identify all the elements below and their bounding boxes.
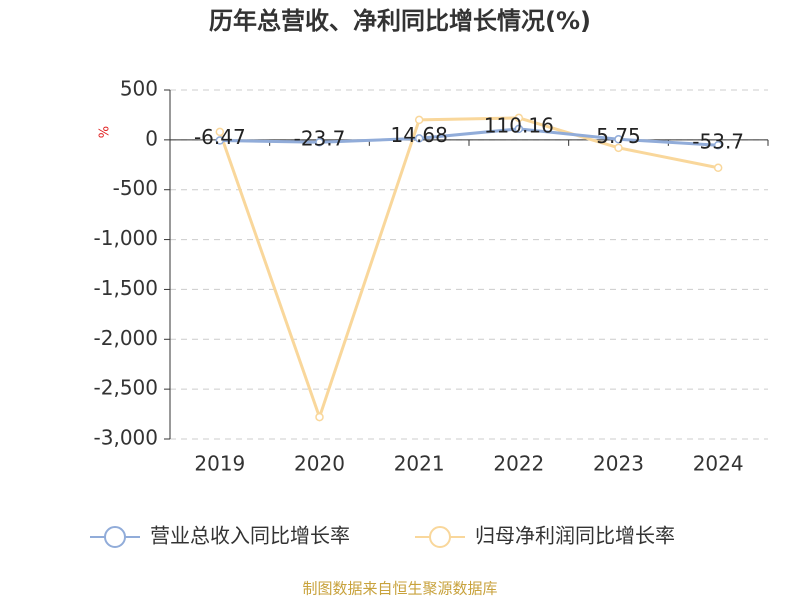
data-label: 5.75 xyxy=(596,124,641,148)
legend-label: 归母净利润同比增长率 xyxy=(475,524,675,548)
data-point xyxy=(315,412,324,422)
y-tick-label: -2,000 xyxy=(94,326,158,350)
y-tick-label: -500 xyxy=(113,176,158,200)
data-point xyxy=(514,113,524,123)
y-tick-label: -1,500 xyxy=(94,276,158,300)
chart-title: 历年总营收、净利同比增长情况(%) xyxy=(209,7,591,35)
source-note: 制图数据来自恒生聚源数据库 xyxy=(302,580,497,598)
data-point xyxy=(713,163,723,173)
data-label: -23.7 xyxy=(294,127,346,151)
legend-label: 营业总收入同比增长率 xyxy=(150,524,350,548)
y-tick-label: -3,000 xyxy=(94,426,158,450)
data-point xyxy=(215,136,225,145)
y-tick-label: 500 xyxy=(120,77,158,101)
y-tick-label: -2,500 xyxy=(94,376,158,400)
legend-marker xyxy=(104,526,126,548)
series-line xyxy=(219,127,719,147)
x-tick-label: 2020 xyxy=(294,452,345,476)
data-label: 110.16 xyxy=(484,113,554,137)
y-tick-label: 0 xyxy=(145,126,158,150)
x-tick-label: 2024 xyxy=(693,452,744,476)
data-point xyxy=(414,115,424,125)
data-point xyxy=(315,137,324,147)
x-tick-label: 2023 xyxy=(593,452,644,476)
data-label: 14.68 xyxy=(391,123,448,147)
data-point xyxy=(614,135,623,144)
data-point xyxy=(414,134,424,143)
data-point xyxy=(514,124,524,134)
data-point xyxy=(614,143,623,153)
legend-marker xyxy=(429,526,451,548)
data-label: -6.47 xyxy=(194,125,246,149)
x-tick-label: 2019 xyxy=(194,452,245,476)
y-unit: % xyxy=(98,126,113,138)
y-tick-label: -1,000 xyxy=(94,226,158,250)
series-line xyxy=(218,116,719,422)
x-tick-label: 2021 xyxy=(394,452,445,476)
x-tick-label: 2022 xyxy=(493,452,544,476)
data-point xyxy=(713,140,723,150)
data-point xyxy=(215,127,225,137)
data-label: -53.7 xyxy=(692,130,744,154)
